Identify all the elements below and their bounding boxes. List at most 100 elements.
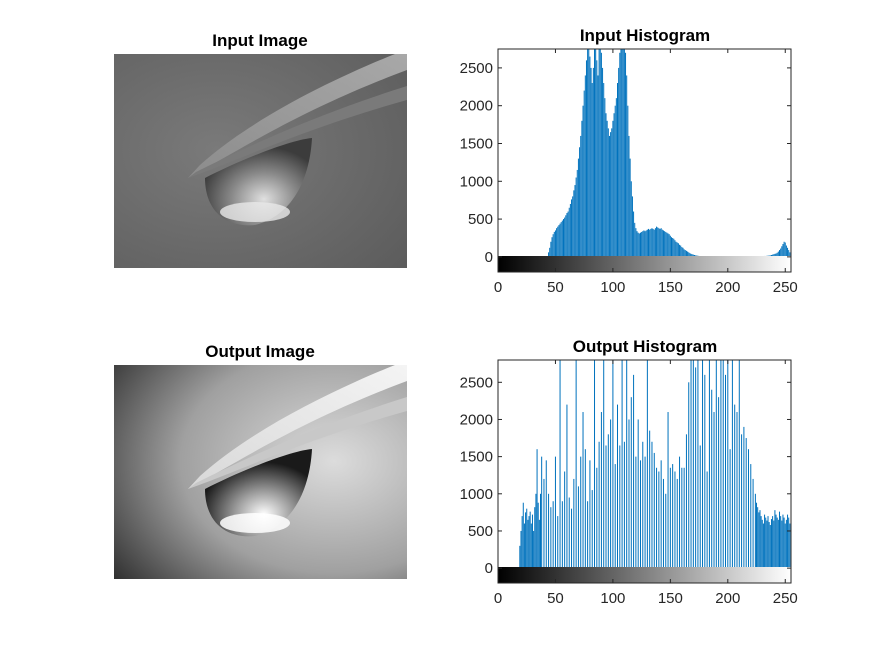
histogram-bar — [685, 434, 687, 569]
histogram-bar — [548, 493, 550, 569]
histogram-bar — [568, 207, 570, 257]
histogram-bar — [738, 360, 740, 569]
histogram-bar — [617, 83, 618, 257]
histogram-bar — [623, 49, 625, 257]
y-tick-label: 500 — [468, 211, 493, 228]
histogram-bar — [788, 250, 790, 257]
histogram-bar — [634, 222, 636, 257]
histogram-bar — [573, 478, 575, 569]
histogram-bar — [584, 75, 586, 257]
histogram-bar — [667, 233, 669, 257]
histogram-bar — [656, 226, 658, 257]
histogram-bar — [519, 545, 521, 569]
histogram-bar — [557, 226, 559, 257]
histogram-bar — [777, 251, 779, 257]
histogram-bar — [681, 467, 683, 569]
x-tick-label: 0 — [494, 590, 502, 607]
histogram-bar — [630, 397, 632, 569]
histogram-bar — [536, 449, 538, 569]
histogram-bar — [591, 83, 593, 257]
histogram-bar — [692, 254, 694, 257]
histogram-bar — [653, 452, 655, 569]
histogram-bar — [683, 467, 685, 569]
histogram-bar — [715, 360, 717, 569]
histogram-bar — [720, 360, 722, 569]
histogram-bar — [750, 464, 752, 569]
histogram-bar — [635, 228, 637, 257]
histogram-bar — [591, 490, 593, 569]
histogram-bar — [756, 502, 758, 569]
histogram-bar — [558, 225, 560, 257]
histogram-bar — [619, 52, 621, 257]
output-image-title: Output Image — [205, 342, 315, 361]
histogram-bar — [594, 49, 596, 257]
histogram-bar — [665, 493, 667, 569]
histogram-bar — [545, 460, 547, 569]
histogram-bar — [784, 523, 786, 569]
histogram-bar — [674, 471, 676, 569]
histogram-bar — [580, 135, 582, 257]
x-tick-label: 200 — [715, 279, 740, 296]
output-image — [114, 365, 407, 579]
histogram-bar — [600, 412, 602, 569]
histogram-bar — [613, 113, 615, 257]
histogram-bar — [620, 49, 622, 257]
histogram-bar — [764, 514, 766, 569]
output-histogram-panel: Output Histogram 0 500 1000 1500 2000 2500 0 50… — [460, 337, 798, 607]
histogram-bar — [538, 519, 540, 569]
histogram-bar — [773, 520, 775, 569]
histogram-bar — [660, 460, 662, 569]
axes-box — [497, 359, 792, 584]
histogram-bar — [633, 211, 635, 257]
histogram-bar — [734, 404, 736, 569]
histogram-bar — [672, 464, 674, 569]
histogram-bar — [596, 467, 598, 569]
histogram-bar — [662, 478, 664, 569]
histogram-bar — [639, 232, 641, 257]
histogram-bar — [590, 67, 592, 257]
histogram-bar — [689, 253, 691, 257]
histogram-bar — [621, 49, 623, 257]
histogram-bar — [664, 231, 666, 257]
histogram-bar — [637, 232, 639, 257]
histogram-bar — [774, 510, 776, 569]
histogram-bar — [614, 105, 616, 257]
grayscale-colorbar — [498, 256, 791, 272]
histogram-bar — [785, 519, 787, 569]
histogram-bar — [787, 514, 789, 569]
histogram-bar — [745, 438, 747, 569]
histogram-bar — [521, 516, 523, 569]
histogram-bar — [683, 249, 685, 257]
histogram-bar — [564, 217, 566, 257]
histogram-bar — [626, 360, 628, 569]
histogram-bar — [572, 196, 574, 257]
histogram-bar — [598, 441, 600, 569]
histogram-bar — [711, 389, 713, 569]
histogram-bar — [523, 523, 525, 569]
x-tick-label: 100 — [600, 279, 625, 296]
histogram-bar — [762, 523, 764, 569]
histogram-bar — [598, 49, 600, 257]
histogram-bar — [653, 229, 655, 257]
histogram-bar — [649, 430, 651, 569]
histogram-bar — [610, 132, 612, 257]
histogram-bar — [779, 511, 781, 569]
histogram-bar — [682, 247, 684, 257]
histogram-bar — [688, 252, 690, 257]
histogram-bar — [784, 242, 786, 257]
y-tick-label: 2000 — [460, 98, 493, 115]
histogram-bar — [565, 215, 567, 257]
histogram-bar — [736, 412, 738, 569]
histogram-bar — [775, 253, 777, 257]
histogram-bar — [569, 203, 571, 257]
histogram-bar — [628, 419, 630, 569]
histogram-bar — [760, 516, 762, 569]
histogram-bar — [752, 478, 754, 569]
histogram-bar — [566, 213, 568, 257]
histogram-bar — [783, 241, 785, 257]
histogram-bar — [646, 229, 648, 257]
histogram-bar — [729, 449, 731, 569]
x-tick-label: 250 — [773, 590, 798, 607]
histogram-bar — [722, 360, 724, 569]
y-tick-label: 2500 — [460, 374, 493, 391]
